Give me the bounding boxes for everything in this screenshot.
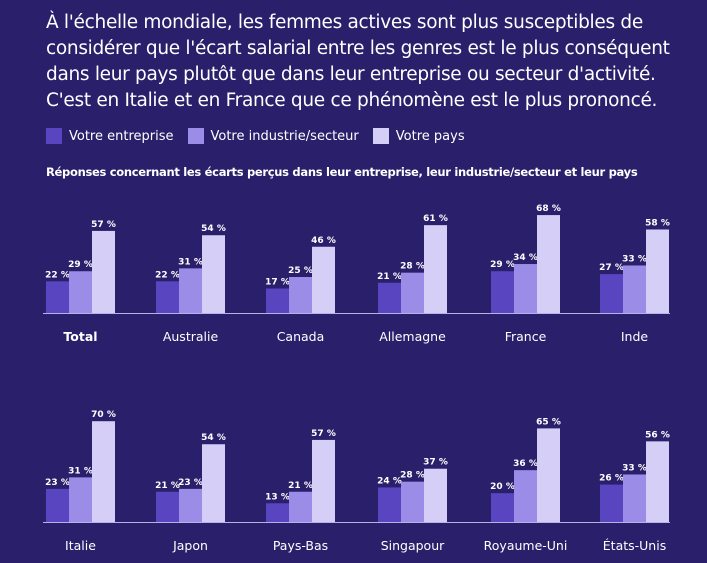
bar-australie-1 [179,268,202,313]
bar-australie-0 [156,281,179,313]
bar-france-1 [514,264,537,313]
category-label: Royaume-Uni [484,538,568,553]
category-label: Pays-Bas [273,538,328,553]
value-label: 54 % [201,224,226,234]
bar-japon-2 [202,444,225,522]
bar-inde-0 [600,274,623,313]
legend-label: Votre pays [395,128,465,144]
legend: Votre entreprise Votre industrie/secteur… [46,128,465,144]
value-label: 70 % [91,410,116,420]
category-label: Italie [65,538,96,553]
category-label: Total [63,329,97,344]
value-label: 57 % [91,220,116,230]
legend-label: Votre industrie/secteur [210,128,359,144]
value-label: 28 % [400,262,425,272]
category-label: Allemagne [379,329,446,344]
category-label: Inde [621,329,649,344]
value-label: 25 % [288,266,313,276]
bar-singapour-0 [378,487,401,522]
category-label: États-Unis [603,538,666,553]
value-label: 13 % [265,492,290,502]
legend-item-pays: Votre pays [372,128,465,144]
bar-japon-0 [156,491,179,522]
bar-royaume-uni-0 [491,493,514,522]
chart-heading: À l'échelle mondiale, les femmes actives… [46,12,670,111]
legend-swatch [372,128,389,144]
bar-pays-bas-2 [312,439,335,522]
legend-item-entreprise: Votre entreprise [46,128,174,144]
value-label: 24 % [377,476,402,486]
bar-canada-2 [312,246,335,313]
legend-label: Votre entreprise [69,128,174,144]
value-label: 26 % [599,474,624,484]
bar-allemagne-0 [378,282,401,313]
bar-france-0 [491,271,514,313]
bar-france-2 [537,215,560,313]
bar-canada-1 [289,277,312,313]
value-label: 22 % [45,270,70,280]
value-label: 57 % [311,429,336,439]
value-label: 21 % [155,481,180,491]
bar-allemagne-1 [401,272,424,313]
category-label: Australie [163,329,219,344]
value-label: 21 % [288,481,313,491]
bar-total-2 [92,230,115,313]
legend-swatch [187,128,204,144]
bar-italie-2 [92,421,115,522]
bar-pays-bas-0 [266,503,289,522]
bar-total-1 [69,271,92,313]
legend-item-industrie: Votre industrie/secteur [187,128,359,144]
value-label: 21 % [377,272,402,282]
bar-singapour-2 [424,468,447,522]
category-label: Canada [277,329,325,344]
value-label: 54 % [201,433,226,443]
bar-inde-2 [646,229,669,313]
bar-inde-1 [623,265,646,313]
value-label: 23 % [45,478,70,488]
value-label: 65 % [536,417,561,427]
bar-singapour-1 [401,481,424,522]
value-label: 37 % [423,458,448,468]
category-label: Japon [172,538,208,553]
value-label: 33 % [622,254,647,264]
bar-italie-0 [46,488,69,522]
chart-title: Réponses concernant les écarts perçus da… [46,165,638,179]
bar-royaume-uni-1 [514,470,537,522]
bar-états-unis-1 [623,474,646,522]
value-label: 17 % [265,278,290,288]
bar-états-unis-0 [600,484,623,522]
bar-canada-0 [266,288,289,313]
value-label: 31 % [68,466,93,476]
value-label: 58 % [645,218,670,228]
value-label: 61 % [423,214,448,224]
value-label: 68 % [536,204,561,214]
value-label: 27 % [599,263,624,273]
value-label: 23 % [178,478,203,488]
value-label: 28 % [400,471,425,481]
bar-japon-1 [179,488,202,522]
category-label: France [505,329,547,344]
value-label: 22 % [155,270,180,280]
legend-swatch [46,128,62,144]
bar-états-unis-2 [646,441,669,522]
bar-australie-2 [202,235,225,313]
bar-royaume-uni-2 [537,428,560,522]
bar-italie-1 [69,477,92,522]
value-label: 29 % [490,260,515,270]
value-label: 46 % [311,236,336,246]
value-label: 36 % [513,459,538,469]
value-label: 31 % [178,257,203,267]
bar-total-0 [46,281,69,313]
value-label: 34 % [513,253,538,263]
value-label: 33 % [622,463,647,473]
value-label: 20 % [490,482,515,492]
value-label: 29 % [68,260,93,270]
bar-pays-bas-1 [289,491,312,522]
value-label: 56 % [645,430,670,440]
bar-allemagne-2 [424,225,447,313]
category-label: Singapour [381,538,445,553]
